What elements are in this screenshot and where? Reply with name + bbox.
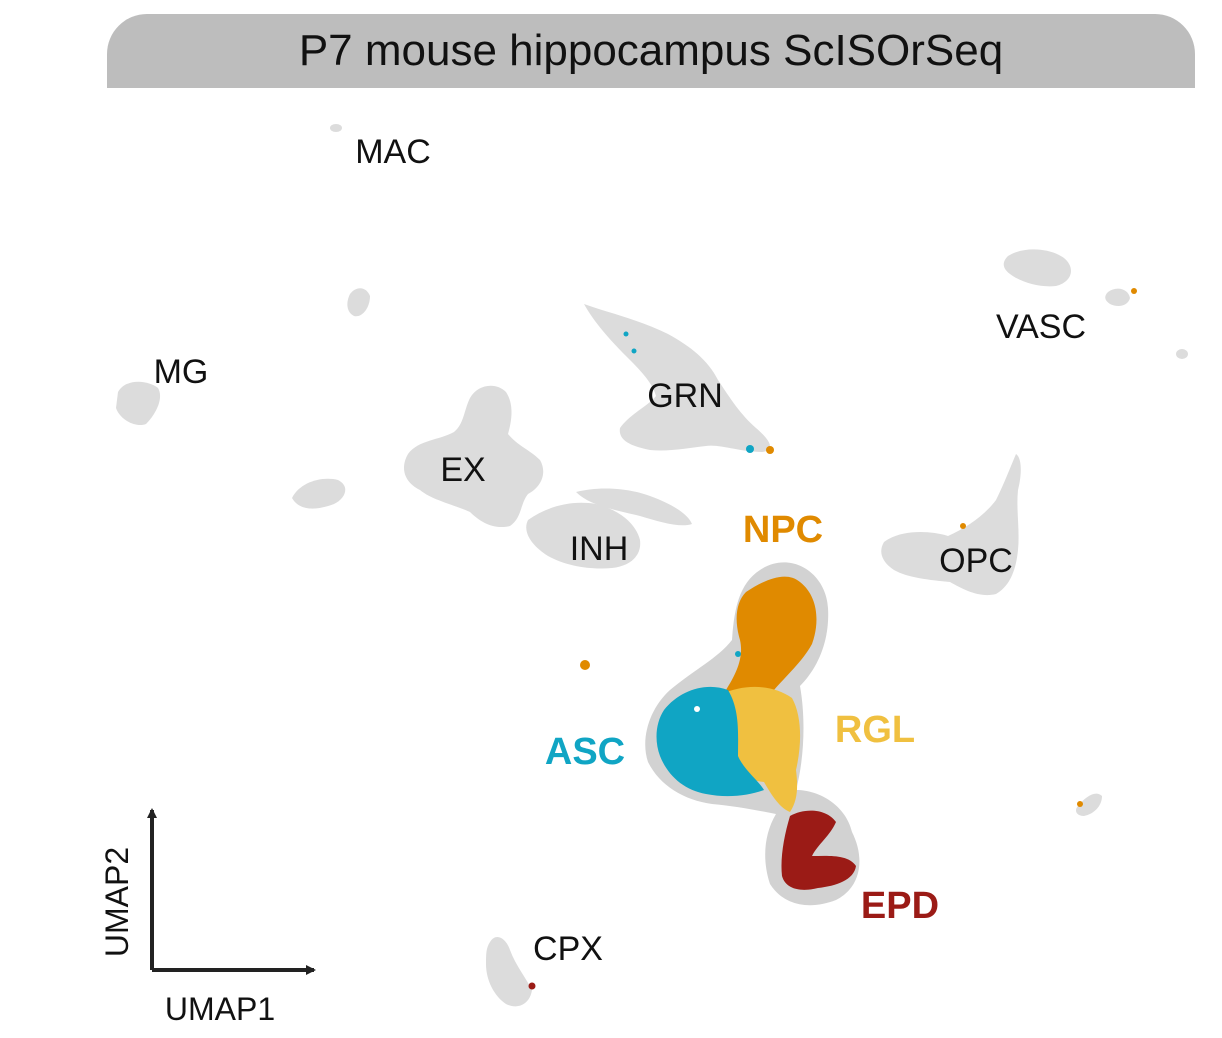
label-mac: MAC [355, 133, 431, 171]
label-vasc: VASC [996, 308, 1086, 346]
scattered-cells [528, 288, 1137, 990]
cluster-cpx-cells [486, 936, 532, 1007]
label-mg: MG [154, 353, 209, 391]
chart-title: P7 mouse hippocampus ScISOrSeq [298, 26, 1004, 75]
label-opc: OPC [939, 542, 1013, 580]
cell-npc-outlier [580, 660, 590, 670]
title-banner: P7 mouse hippocampus ScISOrSeq [107, 14, 1195, 88]
label-grn: GRN [647, 377, 723, 415]
cell-epd-cpx [528, 982, 536, 990]
y-axis-label: UMAP2 [99, 847, 135, 957]
cell-npc-grn [766, 446, 774, 454]
cluster-ex-cells [404, 385, 544, 528]
label-rgl: RGL [835, 709, 915, 751]
cluster-right-small [1076, 793, 1102, 816]
cluster-opc-cells [881, 454, 1021, 596]
label-asc: ASC [545, 731, 625, 773]
cluster-mac-cells [330, 124, 342, 132]
cell-npc-vasc [1131, 288, 1137, 294]
cluster-small-cells [347, 288, 370, 317]
cluster-inh-bridge [576, 488, 692, 526]
cluster-npc-cells [726, 576, 817, 697]
cell-white-asc [694, 706, 700, 712]
label-ex: EX [440, 451, 485, 489]
cluster-inh-cells [526, 502, 641, 569]
label-inh: INH [570, 530, 629, 568]
cluster-asc-cells [656, 686, 764, 797]
cluster-vasc-dot [1176, 349, 1188, 359]
cluster-ex-tail [292, 478, 346, 509]
cluster-epd-cells [781, 810, 856, 890]
cell-asc-npc [735, 651, 741, 657]
cell-asc-grn-b [623, 331, 629, 337]
label-npc: NPC [743, 509, 823, 551]
axes: UMAP1 UMAP2 [99, 808, 316, 1027]
cell-npc-opc [960, 523, 966, 529]
label-epd: EPD [861, 885, 939, 927]
label-cpx: CPX [533, 930, 603, 968]
cluster-labels: MAC MG GRN EX INH VASC OPC CPX NPC RGL A… [154, 133, 1086, 968]
cluster-vasc-small [1105, 288, 1130, 306]
cell-asc-grn-a [746, 445, 754, 453]
cluster-grn-cells [584, 304, 770, 452]
cell-asc-grn-c [631, 348, 637, 354]
background-clusters [116, 124, 1188, 1007]
cell-npc-right [1077, 801, 1083, 807]
cluster-vasc-cells [1003, 249, 1071, 287]
cluster-mg-cells [116, 381, 161, 426]
x-axis-label: UMAP1 [165, 991, 275, 1027]
